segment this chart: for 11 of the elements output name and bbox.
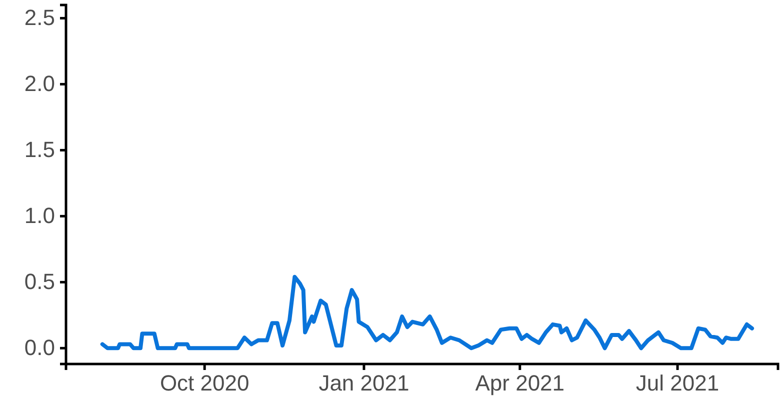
y-tick-label: 2.5 [24,5,55,30]
x-tick-label: Jul 2021 [636,370,720,396]
y-tick-label: 1.5 [24,137,55,162]
line-series [100,274,754,350]
x-tick-label: Apr 2021 [475,370,565,396]
y-tick-label: 2.0 [24,71,55,96]
x-tick-label: Oct 2020 [160,370,250,396]
y-tick-label: 0.5 [24,269,55,294]
y-tick-label: 0.0 [24,335,55,360]
y-tick-label: 1.0 [24,203,55,228]
x-tick-label: Jan 2021 [318,370,410,396]
